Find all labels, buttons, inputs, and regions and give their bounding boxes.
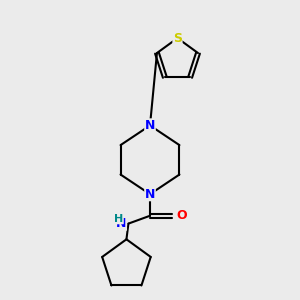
Text: N: N bbox=[145, 119, 155, 132]
Text: N: N bbox=[145, 188, 155, 201]
Text: H: H bbox=[114, 214, 123, 224]
Text: N: N bbox=[116, 217, 126, 230]
Text: O: O bbox=[176, 209, 187, 222]
Text: S: S bbox=[173, 32, 182, 45]
